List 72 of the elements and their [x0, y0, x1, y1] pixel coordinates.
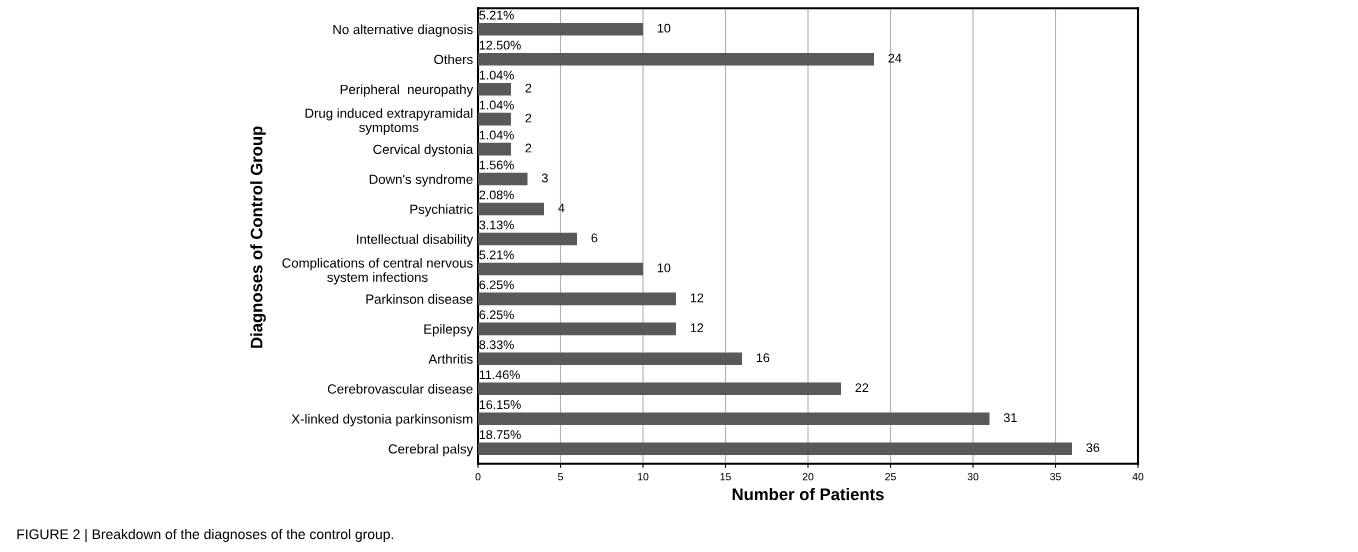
data-label: 2 [525, 83, 532, 93]
y-tick-label: Arthritis [428, 354, 473, 364]
y-tick-label: No alternative diagnosis [333, 24, 473, 37]
data-label: 12 [690, 323, 704, 333]
x-axis-title: Number of Patients [732, 487, 884, 501]
x-tick-label: 25 [885, 472, 896, 481]
x-tick-label: 10 [638, 472, 649, 481]
y-tick-label: X-linked dystonia parkinsonism [291, 413, 473, 427]
y-tick-label: Intellectual disability [357, 234, 474, 247]
annotation: 12.50% [479, 40, 521, 50]
x-tick-label: 40 [1132, 472, 1144, 481]
annotation: 1.04% [479, 100, 514, 110]
y-tick-label: Others [434, 54, 473, 65]
x-tick-label: 15 [720, 473, 731, 481]
y-axis-title: Diagnoses of Control Group [250, 126, 266, 348]
annotation: 1.04% [479, 70, 514, 80]
bar [478, 112, 512, 126]
bar [478, 232, 578, 246]
bar [478, 52, 875, 66]
bar [478, 322, 677, 336]
annotation: 2.08% [479, 190, 514, 200]
annotation: 3.13% [479, 220, 514, 230]
annotation: 18.75% [479, 430, 521, 440]
bar [478, 142, 512, 156]
data-label: 24 [888, 53, 902, 63]
bar [478, 382, 842, 396]
annotation: 16.15% [479, 400, 521, 410]
annotation: 5.21% [479, 10, 514, 20]
x-tick-label: 20 [802, 472, 814, 481]
annotation: 5.21% [479, 250, 514, 260]
x-tick-label: 35 [1050, 472, 1061, 481]
y-tick-label: Peripheral neuropathy [340, 84, 474, 97]
y-tick-label: Drug induced extrapyramidal symptoms [305, 108, 473, 135]
bar [478, 412, 990, 426]
y-tick-label: Cerebral palsy [388, 443, 474, 457]
data-label: 36 [1086, 443, 1100, 453]
annotation: 8.33% [479, 340, 514, 350]
caption: FIGURE 2 | Breakdown of the diagnoses of the control group. [17, 528, 394, 542]
x-tick-label: 30 [967, 472, 979, 481]
data-label: 22 [855, 383, 869, 393]
y-tick-label: Down's syndrome [369, 174, 473, 187]
annotation: 6.25% [479, 310, 514, 320]
bar [478, 352, 743, 366]
annotation: 6.25% [479, 280, 514, 290]
bar [478, 442, 1073, 455]
data-label: 10 [657, 23, 671, 33]
y-tick-label: Psychiatric [410, 204, 473, 217]
x-tick-label: 5 [558, 473, 563, 481]
data-label: 12 [690, 293, 704, 303]
y-tick-label: Epilepsy [424, 324, 474, 337]
y-tick-label: Complications of central nervous system infections [282, 258, 473, 285]
annotation: 11.46% [479, 370, 520, 380]
data-label: 10 [657, 263, 671, 273]
data-label: 2 [525, 113, 532, 123]
y-tick-label: Cerebrovascular disease [327, 384, 473, 394]
bar [478, 262, 644, 276]
annotation: 1.04% [479, 130, 514, 140]
bar [478, 82, 512, 96]
bar [478, 202, 545, 216]
bar [478, 292, 677, 306]
data-label: 4 [558, 203, 565, 213]
y-tick-label: Cervical dystonia [373, 144, 474, 157]
data-label: 3 [541, 173, 548, 183]
data-label: 16 [756, 353, 770, 363]
data-label: 2 [525, 143, 532, 153]
y-tick-label: Parkinson disease [366, 294, 473, 304]
annotation: 1.56% [479, 160, 514, 170]
x-tick-label: 0 [475, 472, 481, 481]
bar [478, 172, 528, 186]
bar [478, 22, 644, 36]
data-label: 31 [1003, 413, 1017, 423]
data-label: 6 [591, 233, 598, 243]
